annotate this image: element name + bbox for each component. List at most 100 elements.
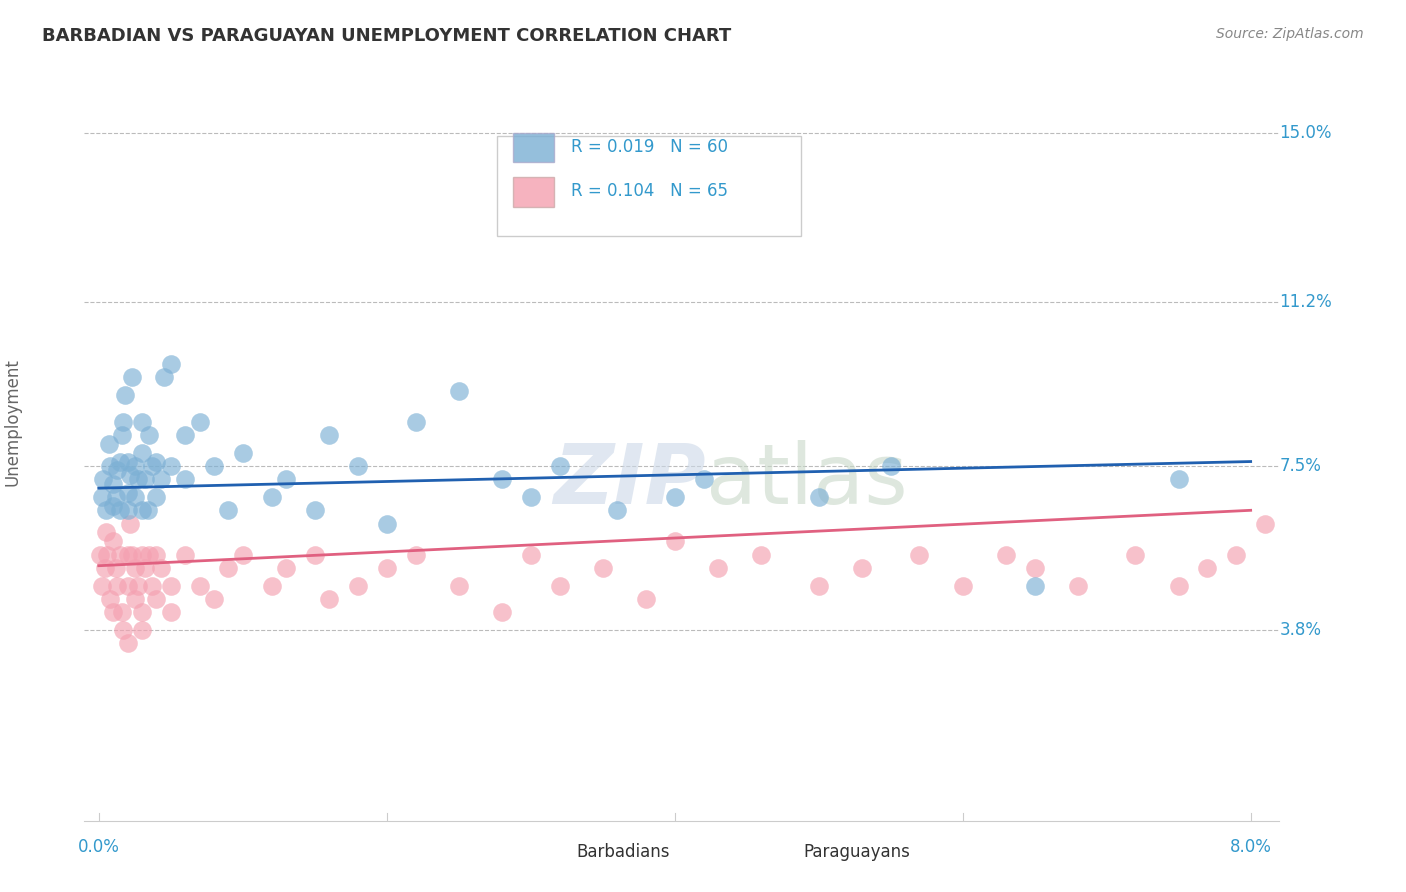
Point (735, 215, 758, 229)
Point (94, 525, 117, 540)
Point (879, 458, 901, 473)
Point (110, 503, 132, 517)
Point (111, 605, 134, 619)
Point (232, 445, 254, 459)
Point (89, 548, 111, 562)
Point (347, 458, 370, 473)
Point (124, 561, 146, 575)
Point (1167, 472, 1189, 486)
Point (318, 591, 340, 606)
Text: 8.0%: 8.0% (1230, 838, 1271, 856)
Point (120, 516, 142, 531)
Text: Source: ZipAtlas.com: Source: ZipAtlas.com (1216, 27, 1364, 41)
Point (120, 467, 142, 482)
Point (405, 548, 427, 562)
Point (606, 503, 628, 517)
Point (152, 370, 174, 384)
Point (117, 454, 139, 468)
Point (188, 579, 211, 593)
Point (548, 579, 571, 593)
Point (851, 561, 873, 575)
Point (141, 579, 163, 593)
Point (202, 591, 225, 606)
Text: BARBADIAN VS PARAGUAYAN UNEMPLOYMENT CORRELATION CHART: BARBADIAN VS PARAGUAYAN UNEMPLOYMENT COR… (42, 27, 731, 45)
Point (1125, 548, 1147, 562)
Point (274, 472, 297, 486)
Point (117, 548, 139, 562)
Point (217, 561, 239, 575)
Point (519, 490, 541, 504)
Point (692, 472, 714, 486)
Point (93, 561, 115, 575)
Point (347, 579, 370, 593)
Point (131, 503, 153, 517)
Text: 15.0%: 15.0% (1279, 125, 1331, 143)
Point (749, 548, 772, 562)
Point (117, 636, 139, 650)
Point (174, 548, 197, 562)
Point (107, 579, 129, 593)
Point (145, 591, 167, 606)
Point (117, 579, 139, 593)
Point (447, 579, 470, 593)
Point (98, 591, 121, 606)
Text: 11.2%: 11.2% (1279, 293, 1333, 311)
Point (107, 463, 129, 477)
Point (101, 476, 124, 491)
FancyBboxPatch shape (513, 133, 554, 162)
Point (952, 579, 974, 593)
Point (124, 458, 146, 473)
Point (121, 548, 143, 562)
Point (105, 561, 128, 575)
Point (110, 454, 132, 468)
Point (217, 503, 239, 517)
Point (131, 605, 153, 619)
Point (1167, 579, 1189, 593)
Text: 3.8%: 3.8% (1279, 621, 1322, 639)
Point (90, 490, 112, 504)
Point (145, 548, 167, 562)
Point (318, 428, 340, 442)
Point (447, 384, 470, 398)
Point (174, 428, 197, 442)
FancyBboxPatch shape (496, 136, 801, 235)
Point (405, 415, 427, 429)
Point (274, 561, 297, 575)
FancyBboxPatch shape (531, 842, 569, 862)
Point (98, 458, 121, 473)
Point (159, 605, 181, 619)
Point (159, 458, 181, 473)
Point (101, 534, 124, 549)
Point (707, 561, 730, 575)
Point (304, 503, 326, 517)
Point (138, 548, 160, 562)
Point (202, 458, 225, 473)
Point (304, 548, 326, 562)
Text: 0.0%: 0.0% (77, 838, 120, 856)
FancyBboxPatch shape (513, 178, 554, 207)
Point (101, 605, 124, 619)
Point (1197, 561, 1219, 575)
Point (1225, 548, 1247, 562)
Point (634, 591, 657, 606)
Point (111, 428, 134, 442)
Point (97, 437, 120, 451)
Point (127, 579, 149, 593)
Point (232, 548, 254, 562)
Point (491, 472, 513, 486)
Point (127, 472, 149, 486)
Text: Barbadians: Barbadians (576, 844, 671, 862)
Point (174, 472, 197, 486)
Point (105, 490, 128, 504)
Text: atlas: atlas (706, 440, 907, 521)
Point (807, 579, 830, 593)
Point (1024, 579, 1046, 593)
Point (114, 388, 136, 402)
Point (159, 357, 181, 371)
Point (1024, 561, 1046, 575)
Point (145, 490, 167, 504)
Point (117, 503, 139, 517)
Text: Paraguayans: Paraguayans (804, 844, 911, 862)
Text: R = 0.104   N = 65: R = 0.104 N = 65 (571, 182, 728, 201)
Point (664, 490, 686, 504)
